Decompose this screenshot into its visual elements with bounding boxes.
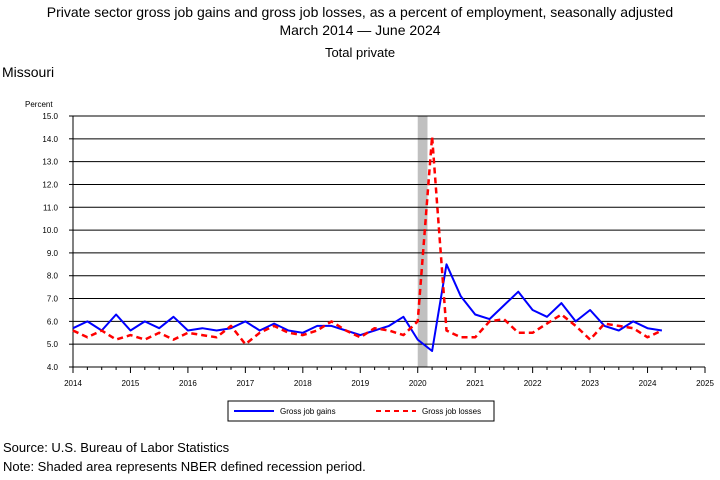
chart-subtitle: Total private bbox=[324, 45, 396, 60]
x-tick-label: 2022 bbox=[524, 379, 542, 388]
y-tick-label: 10.0 bbox=[42, 226, 58, 235]
y-tick-label: 15.0 bbox=[42, 112, 58, 121]
y-tick-label: 12.0 bbox=[42, 180, 58, 189]
x-tick-label: 2015 bbox=[122, 379, 140, 388]
y-tick-label: 5.0 bbox=[47, 340, 59, 349]
chart-period: March 2014 — June 2024 bbox=[279, 22, 441, 38]
x-tick-label: 2019 bbox=[351, 379, 369, 388]
y-tick-label: 7.0 bbox=[47, 295, 59, 304]
x-tick-label: 2018 bbox=[294, 379, 312, 388]
y-tick-label: 11.0 bbox=[43, 203, 59, 212]
x-tick-label: 2025 bbox=[696, 379, 714, 388]
x-tick-label: 2023 bbox=[581, 379, 599, 388]
x-tick-label: 2014 bbox=[64, 379, 82, 388]
x-tick-label: 2024 bbox=[639, 379, 657, 388]
chart-title: Private sector gross job gains and gross… bbox=[46, 4, 674, 20]
y-tick-label: 4.0 bbox=[47, 363, 59, 372]
recession-shade bbox=[417, 116, 428, 367]
series-line-losses bbox=[72, 135, 663, 346]
y-tick-label: 14.0 bbox=[42, 135, 58, 144]
area-label: Missouri bbox=[2, 64, 55, 80]
y-axis-label: Percent bbox=[25, 100, 53, 109]
y-tick-label: 8.0 bbox=[47, 272, 59, 281]
y-tick-label: 9.0 bbox=[47, 249, 59, 258]
x-tick-label: 2021 bbox=[466, 379, 484, 388]
recession-note: Note: Shaded area represents NBER define… bbox=[3, 459, 366, 474]
x-tick-label: 2016 bbox=[179, 379, 197, 388]
y-tick-label: 13.0 bbox=[42, 158, 58, 167]
x-tick-label: 2020 bbox=[409, 379, 427, 388]
legend-box bbox=[227, 400, 495, 422]
series-line-gains bbox=[72, 263, 663, 352]
source-note: Source: U.S. Bureau of Labor Statistics bbox=[3, 440, 230, 455]
x-tick-label: 2017 bbox=[236, 379, 254, 388]
legend-label: Gross job gains bbox=[280, 407, 336, 416]
y-tick-label: 6.0 bbox=[47, 317, 59, 326]
legend-label: Gross job losses bbox=[422, 407, 481, 416]
